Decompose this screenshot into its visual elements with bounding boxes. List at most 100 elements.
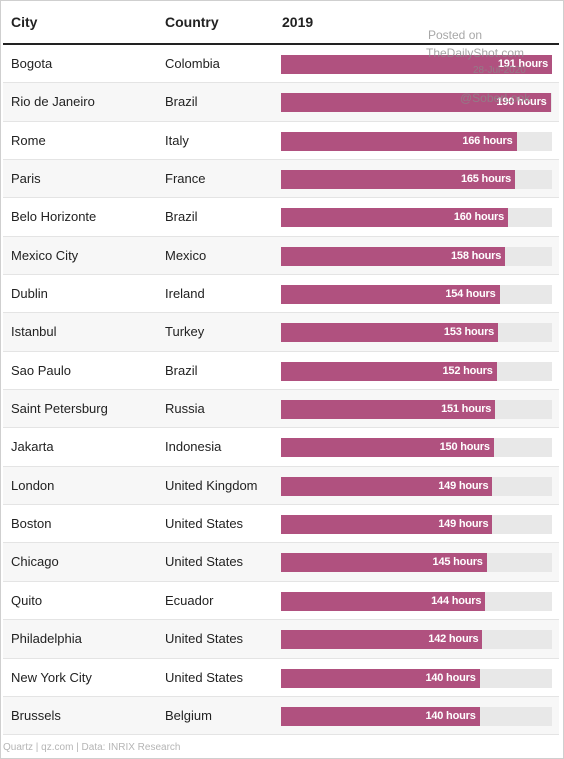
bar: 152 hours xyxy=(281,361,497,381)
table-row: Rio de Janeiro Brazil 190 hours xyxy=(3,83,559,122)
table-row: Chicago United States 145 hours xyxy=(3,543,559,582)
bar-track: 145 hours xyxy=(281,553,552,573)
watermark-site: TheDailyShot.com xyxy=(426,46,525,60)
city-label: Mexico City xyxy=(11,247,79,263)
table-row: Brussels Belgium 140 hours xyxy=(3,696,559,736)
country-label: Ireland xyxy=(165,286,205,302)
city-label: New York City xyxy=(11,669,92,685)
country-label: Brazil xyxy=(165,362,198,378)
city-label: Chicago xyxy=(11,554,59,570)
bar: 149 hours xyxy=(281,476,493,496)
table-row: Mexico City Mexico 158 hours xyxy=(3,236,559,276)
bar: 142 hours xyxy=(281,630,483,650)
bar-track: 149 hours xyxy=(281,515,552,535)
table-row: Rome Italy 166 hours xyxy=(3,122,559,161)
bar: 190 hours xyxy=(281,93,551,113)
table-row: Istanbul Turkey 153 hours xyxy=(3,313,559,352)
bar-track: 191 hours xyxy=(281,55,552,74)
bar-value-label: 160 hours xyxy=(453,211,505,224)
city-label: Philadelphia xyxy=(11,631,82,647)
bar: 150 hours xyxy=(281,438,494,458)
city-label: Saint Petersburg xyxy=(11,401,108,417)
bar-track: 140 hours xyxy=(281,706,552,726)
country-label: Colombia xyxy=(165,56,220,71)
source-footer: Quartz | qz.com | Data: INRIX Research xyxy=(3,742,181,753)
country-column-header: Country xyxy=(165,14,219,30)
bar: 144 hours xyxy=(281,591,486,611)
table-row: Quito Ecuador 144 hours xyxy=(3,582,559,621)
bar-track: 158 hours xyxy=(281,246,552,266)
bar-value-label: 150 hours xyxy=(439,441,490,454)
bar-track: 151 hours xyxy=(281,400,552,420)
bar: 151 hours xyxy=(281,400,496,420)
bar-value-label: 140 hours xyxy=(425,671,476,684)
year-column-header: 2019 xyxy=(282,14,314,30)
bar-value-label: 151 hours xyxy=(441,403,492,416)
bar-track: 190 hours xyxy=(281,93,552,113)
bar: 149 hours xyxy=(281,515,493,535)
bar-value-label: 144 hours xyxy=(431,594,482,607)
bar-track: 153 hours xyxy=(281,323,552,343)
table-row: New York City United States 140 hours xyxy=(3,659,559,697)
country-label: Ecuador xyxy=(165,592,214,608)
city-label: Paris xyxy=(11,171,41,187)
country-label: Brazil xyxy=(165,94,198,110)
city-label: Quito xyxy=(11,592,43,608)
bar-track: 165 hours xyxy=(281,170,552,190)
table-row: Saint Petersburg Russia 151 hours xyxy=(3,390,559,429)
bar-track: 154 hours xyxy=(281,285,552,305)
watermark-posted-on: Posted on xyxy=(428,28,483,42)
bar-value-label: 154 hours xyxy=(445,288,496,301)
bar: 160 hours xyxy=(281,208,509,228)
city-label: Bogota xyxy=(11,56,53,71)
bar-value-label: 166 hours xyxy=(462,134,513,147)
table-row: Bogota Colombia 191 hours xyxy=(3,45,559,84)
country-label: United States xyxy=(165,669,244,685)
bar: 140 hours xyxy=(281,668,480,688)
bar-value-label: 140 hours xyxy=(425,709,476,722)
bar-value-label: 142 hours xyxy=(428,633,479,646)
bar-track: 150 hours xyxy=(281,438,552,458)
country-label: United States xyxy=(165,516,244,532)
bar-value-label: 149 hours xyxy=(438,479,489,492)
country-label: France xyxy=(165,171,206,187)
city-label: Istanbul xyxy=(11,324,57,340)
table-row: Sao Paulo Brazil 152 hours xyxy=(3,352,559,391)
country-label: Turkey xyxy=(165,324,205,340)
city-label: Rome xyxy=(11,132,46,148)
bar-value-label: 149 hours xyxy=(438,518,489,531)
city-label: Jakarta xyxy=(11,439,54,455)
city-column-header: City xyxy=(11,14,38,30)
country-label: United States xyxy=(165,554,244,570)
bar: 191 hours xyxy=(281,55,552,74)
bar: 153 hours xyxy=(281,323,499,343)
table-row: London United Kingdom 149 hours xyxy=(3,466,559,506)
table-row: Paris France 165 hours xyxy=(3,160,559,199)
country-label: Brazil xyxy=(165,209,198,225)
watermark-handle: @SoberLook xyxy=(460,91,531,105)
country-label: Russia xyxy=(165,401,205,417)
bar: 145 hours xyxy=(281,553,487,573)
country-label: United Kingdom xyxy=(165,477,258,493)
city-label: Brussels xyxy=(11,707,61,723)
bar: 166 hours xyxy=(281,131,517,151)
bar-track: 142 hours xyxy=(281,630,552,650)
bar-value-label: 165 hours xyxy=(460,173,512,186)
country-label: Mexico xyxy=(165,247,207,263)
city-label: Boston xyxy=(11,516,52,532)
table-row: Philadelphia United States 142 hours xyxy=(3,620,559,659)
bar-value-label: 191 hours xyxy=(497,58,548,70)
city-label: Belo Horizonte xyxy=(11,209,97,225)
table-header: City Country 2019 xyxy=(3,1,559,45)
country-label: Belgium xyxy=(165,707,212,723)
city-label: London xyxy=(11,477,55,493)
bar-track: 152 hours xyxy=(281,361,552,381)
table-row: Dublin Ireland 154 hours xyxy=(3,275,559,314)
bar-value-label: 158 hours xyxy=(451,249,502,262)
bar-track: 140 hours xyxy=(281,668,552,688)
bar: 165 hours xyxy=(281,170,516,190)
bar-value-label: 152 hours xyxy=(442,364,493,377)
city-label: Dublin xyxy=(11,286,48,302)
bar-track: 149 hours xyxy=(281,476,552,496)
